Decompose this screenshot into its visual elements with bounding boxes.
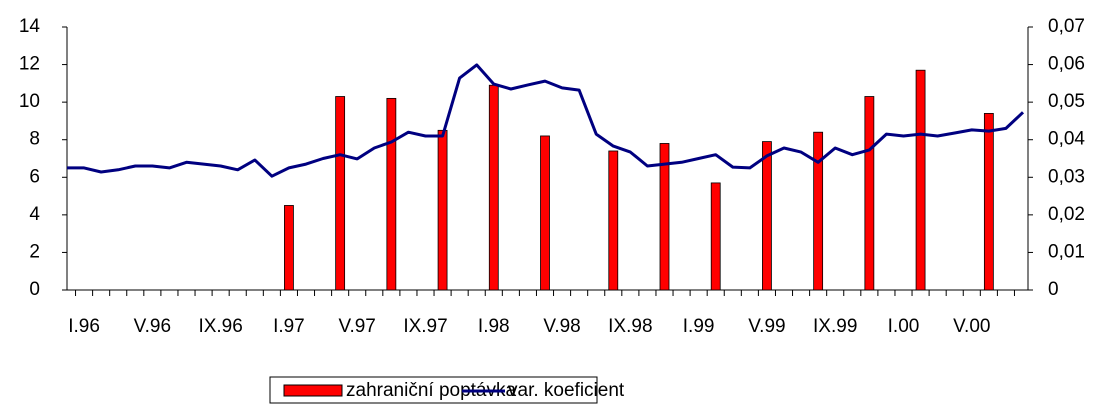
bar <box>659 143 670 291</box>
x-tick-label: V.00 <box>953 316 990 337</box>
y2-tick-label: 0,07 <box>1048 16 1085 37</box>
x-tick-label: V.99 <box>748 316 785 337</box>
x-tick-label: I.96 <box>68 316 100 337</box>
x-tick-label: I.98 <box>478 316 510 337</box>
y2-tick-label: 0,06 <box>1048 54 1085 75</box>
bar <box>386 97 397 291</box>
legend: zahraniční poptávka var. koeficient <box>269 376 625 404</box>
legend-swatch-bar <box>283 384 343 397</box>
y-tick-label: 2 <box>29 241 40 262</box>
bar <box>710 182 721 291</box>
y2-tick-label: 0 <box>1048 279 1059 300</box>
bar <box>437 129 448 291</box>
line <box>67 63 1025 178</box>
x-tick-label: IX.98 <box>608 316 652 337</box>
x-tick-label: V.96 <box>134 316 171 337</box>
y2-tick-label: 0,02 <box>1048 204 1085 225</box>
y-tick-label: 0 <box>29 279 40 300</box>
bar <box>488 84 499 291</box>
legend-label: var. koeficient <box>508 380 625 401</box>
y-tick-label: 6 <box>29 166 40 187</box>
x-tick-label: IX.96 <box>198 316 242 337</box>
y-tick-label: 12 <box>19 54 40 75</box>
y-tick-label: 10 <box>19 91 40 112</box>
y-tick-label: 8 <box>29 129 40 150</box>
legend-label: zahraniční poptávka <box>346 380 516 401</box>
bar <box>608 150 619 291</box>
x-tick-label: I.97 <box>273 316 305 337</box>
y2-tick-label: 0,03 <box>1048 166 1085 187</box>
x-tick-label: V.98 <box>543 316 580 337</box>
x-tick-label: I.99 <box>683 316 715 337</box>
y-tick-label: 14 <box>19 16 41 37</box>
y2-tick-label: 0,04 <box>1048 129 1085 150</box>
bar <box>540 135 550 291</box>
y2-tick-label: 0,05 <box>1048 91 1085 112</box>
bar <box>864 96 875 291</box>
y2-tick-label: 0,01 <box>1048 241 1085 262</box>
x-tick-label: IX.99 <box>813 316 857 337</box>
bar <box>983 113 994 291</box>
x-tick-label: V.97 <box>339 316 376 337</box>
bar <box>284 205 294 291</box>
y-tick-label: 4 <box>29 204 40 225</box>
bar <box>762 141 772 291</box>
x-tick-label: IX.97 <box>403 316 447 337</box>
bar <box>813 131 824 291</box>
bar <box>335 96 346 291</box>
x-tick-label: I.00 <box>888 316 920 337</box>
bar <box>915 69 926 291</box>
